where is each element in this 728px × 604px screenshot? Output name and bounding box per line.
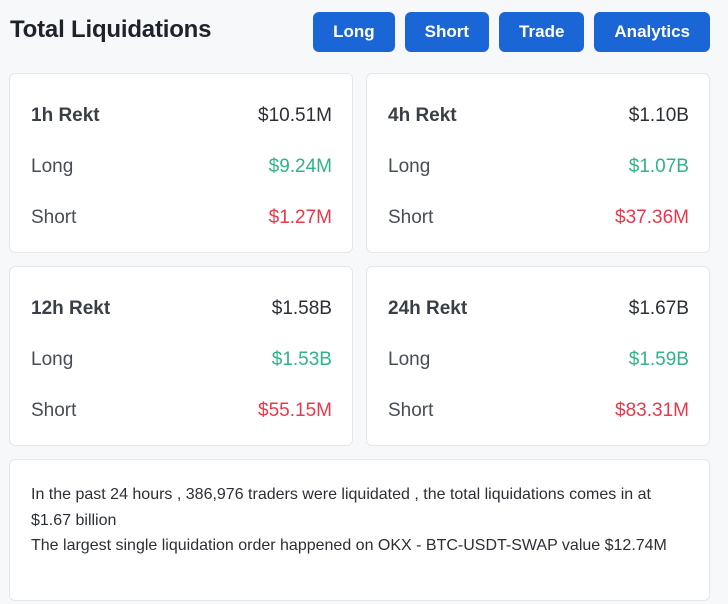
summary-liquidated-text: In the past 24 hours , 386,976 traders w…	[31, 486, 651, 529]
long-label: Long	[31, 349, 74, 370]
short-label: Short	[388, 207, 434, 228]
summary-panel: In the past 24 hours , 386,976 traders w…	[9, 459, 710, 601]
short-value: $83.31M	[615, 400, 689, 421]
long-label: Long	[388, 156, 431, 177]
short-label: Short	[31, 400, 77, 421]
card-title: 1h Rekt	[31, 105, 100, 126]
total-value: $1.67B	[628, 298, 689, 319]
total-value: $1.10B	[628, 105, 689, 126]
card-total-row: 1h Rekt $10.51M	[31, 103, 332, 129]
short-label: Short	[31, 207, 77, 228]
card-total-row: 12h Rekt $1.58B	[31, 296, 332, 322]
long-value: $1.07B	[628, 156, 689, 177]
tab-trade[interactable]: Trade	[499, 12, 585, 52]
long-value: $9.24M	[268, 156, 332, 177]
card-long-row: Long $1.53B	[31, 347, 332, 373]
long-value: $1.53B	[271, 349, 332, 370]
card-short-row: Short $55.15M	[31, 398, 332, 424]
short-label: Short	[388, 400, 434, 421]
tab-analytics[interactable]: Analytics	[594, 12, 710, 52]
card-title: 24h Rekt	[388, 298, 468, 319]
page-title: Total Liquidations	[10, 16, 212, 43]
tab-bar: Long Short Trade Analytics	[313, 12, 710, 52]
card-1h-rekt: 1h Rekt $10.51M Long $9.24M Short $1.27M	[9, 73, 353, 253]
total-value: $1.58B	[271, 298, 332, 319]
card-4h-rekt: 4h Rekt $1.10B Long $1.07B Short $37.36M	[366, 73, 710, 253]
card-total-row: 4h Rekt $1.10B	[388, 103, 689, 129]
header: Total Liquidations Long Short Trade Anal…	[0, 0, 728, 64]
card-short-row: Short $37.36M	[388, 205, 689, 231]
short-value: $55.15M	[258, 400, 332, 421]
long-label: Long	[31, 156, 74, 177]
card-24h-rekt: 24h Rekt $1.67B Long $1.59B Short $83.31…	[366, 266, 710, 446]
summary-largest-order-text: The largest single liquidation order hap…	[31, 537, 667, 554]
short-value: $1.27M	[268, 207, 332, 228]
long-label: Long	[388, 349, 431, 370]
short-value: $37.36M	[615, 207, 689, 228]
card-12h-rekt: 12h Rekt $1.58B Long $1.53B Short $55.15…	[9, 266, 353, 446]
card-title: 4h Rekt	[388, 105, 457, 126]
total-value: $10.51M	[258, 105, 332, 126]
tab-short[interactable]: Short	[404, 12, 490, 52]
card-long-row: Long $1.07B	[388, 154, 689, 180]
card-short-row: Short $1.27M	[31, 205, 332, 231]
card-title: 12h Rekt	[31, 298, 111, 319]
tab-long[interactable]: Long	[313, 12, 395, 52]
long-value: $1.59B	[628, 349, 689, 370]
card-long-row: Long $9.24M	[31, 154, 332, 180]
card-total-row: 24h Rekt $1.67B	[388, 296, 689, 322]
card-long-row: Long $1.59B	[388, 347, 689, 373]
card-short-row: Short $83.31M	[388, 398, 689, 424]
